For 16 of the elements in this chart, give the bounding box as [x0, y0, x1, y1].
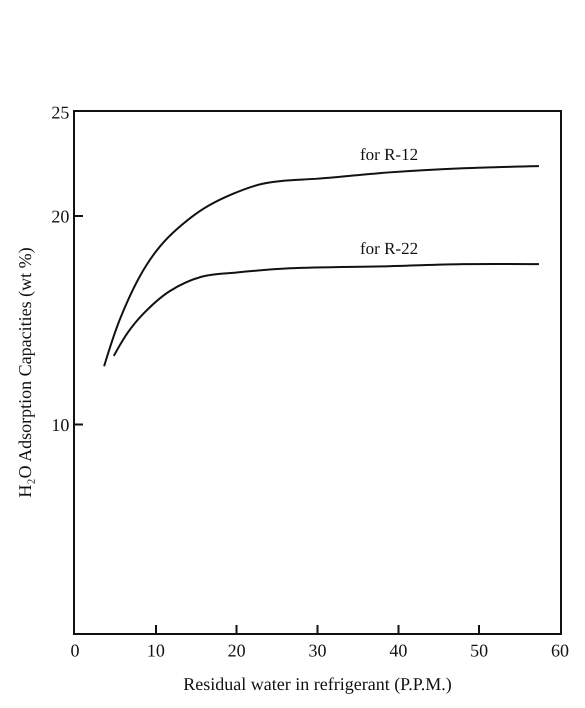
y-tick-label: 20: [51, 206, 70, 226]
x-tick-label: 50: [470, 640, 488, 661]
x-tick-label: 20: [228, 640, 246, 661]
x-tick-label: 0: [70, 640, 80, 661]
x-tick-label: 10: [146, 640, 165, 661]
line-series: [112, 262, 540, 357]
y-tick-label: 10: [51, 414, 70, 435]
series-label: for R-12: [360, 145, 418, 164]
x-axis-title: Residual water in refrigerant (P.P.M.): [183, 674, 452, 694]
x-tick-label: 40: [389, 640, 408, 661]
x-tick-label: 30: [308, 640, 326, 661]
x-tick-label: 60: [551, 640, 569, 661]
series-label: for R-22: [360, 239, 418, 258]
line-series: [103, 165, 540, 368]
y-axis-title: H₂O Adsorption Capacities (wt %): [15, 247, 36, 498]
y-tick-label: 25: [51, 102, 70, 122]
